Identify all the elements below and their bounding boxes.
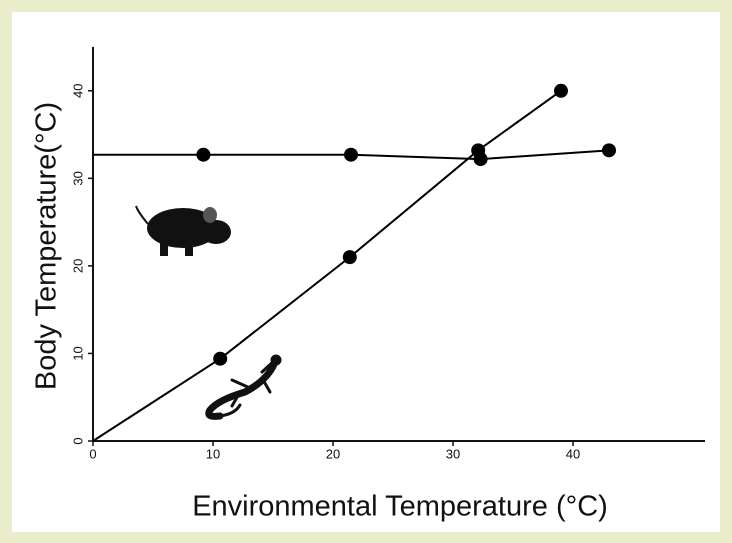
x-tick-label: 40 bbox=[566, 446, 580, 461]
chart: Environmental Temperature (°C) Body Temp… bbox=[0, 0, 732, 543]
data-point bbox=[213, 352, 227, 366]
plot-background bbox=[12, 12, 720, 532]
y-tick-label: 40 bbox=[70, 84, 85, 98]
y-axis-label: Body Temperature(°C) bbox=[31, 102, 63, 390]
data-point bbox=[602, 143, 616, 157]
data-point bbox=[343, 250, 357, 264]
x-axis-label: Environmental Temperature (°C) bbox=[192, 491, 608, 523]
data-point bbox=[196, 148, 210, 162]
x-tick-label: 0 bbox=[89, 446, 96, 461]
y-tick-label: 20 bbox=[70, 259, 85, 273]
y-tick-label: 30 bbox=[70, 171, 85, 185]
x-tick-label: 20 bbox=[326, 446, 340, 461]
data-point bbox=[554, 84, 568, 98]
data-point bbox=[344, 148, 358, 162]
x-tick-label: 10 bbox=[206, 446, 220, 461]
y-tick-label: 10 bbox=[70, 346, 85, 360]
y-tick-label: 0 bbox=[70, 437, 85, 444]
x-tick-label: 30 bbox=[446, 446, 460, 461]
data-point bbox=[471, 143, 485, 157]
